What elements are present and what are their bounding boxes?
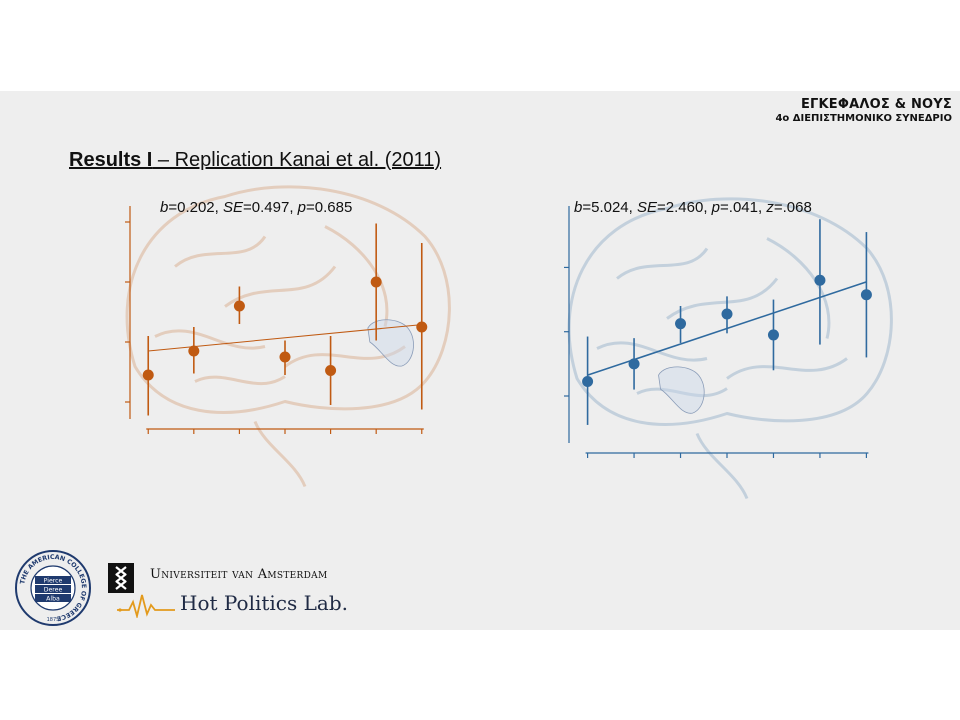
amygdala-stat-se: 2.460 — [665, 199, 704, 216]
slide-title-bold: Results I — [69, 149, 153, 171]
data-point — [233, 300, 245, 312]
amygdala-stat-z: .068 — [782, 199, 812, 216]
uva-crest-icon — [108, 563, 134, 593]
acc-stats: b=0.202, SE=0.497, p=0.685 — [160, 199, 353, 216]
conference-header: ΕΓΚΕΦΑΛΟΣ & ΝΟΥΣ 4ο ΔΙΕΠΙΣΤΗΜΟΝΙΚΟ ΣΥΝΕΔ… — [775, 97, 952, 124]
uva-name: Universiteit van Amsterdam — [150, 567, 328, 582]
amygdala-stat-p: .041 — [728, 199, 758, 216]
data-point — [325, 365, 337, 376]
data-point — [860, 289, 872, 301]
slide-title-rest: – Replication Kanai et al. (2011) — [152, 149, 442, 171]
amygdala-stat-b: 5.024 — [591, 199, 629, 216]
acc-stat-b: 0.202 — [177, 199, 215, 216]
data-point — [416, 321, 428, 333]
acg-seal-logo: THE AMERICAN COLLEGE OF GREECE Pierce De… — [15, 550, 91, 626]
acg-line-1: Pierce — [44, 578, 63, 585]
slide-background: ΕΓΚΕΦΑΛΟΣ & ΝΟΥΣ 4ο ΔΙΕΠΙΣΤΗΜΟΝΙΚΟ ΣΥΝΕΔ… — [0, 91, 960, 630]
slide-title: Results I – Replication Kanai et al. (20… — [69, 149, 441, 172]
data-point — [721, 308, 733, 320]
data-point — [675, 318, 687, 330]
amygdala-chart-svg — [564, 197, 893, 500]
conference-subtitle: 4ο ΔΙΕΠΙΣΤΗΜΟΝΙΚΟ ΣΥΝΕΔΡΙΟ — [775, 113, 952, 124]
pulse-wave-icon — [117, 594, 175, 618]
data-point — [142, 369, 154, 381]
logo-strip: THE AMERICAN COLLEGE OF GREECE Pierce De… — [0, 546, 420, 630]
acc-stat-se: 0.497 — [251, 199, 290, 216]
data-point — [628, 358, 640, 370]
acg-year: 1875 — [47, 617, 60, 623]
data-point — [814, 274, 826, 286]
data-point — [370, 276, 382, 288]
data-point — [279, 351, 291, 363]
amygdala-chart: b=5.024, SE=2.460, p=.041, z=.068 — [500, 191, 900, 521]
data-point — [582, 376, 594, 388]
brain-region-highlight — [658, 366, 705, 414]
amygdala-stats: b=5.024, SE=2.460, p=.041, z=.068 — [574, 199, 812, 216]
data-point — [188, 345, 200, 357]
acg-line-2: Deree — [44, 587, 63, 594]
data-point — [767, 329, 779, 341]
brain-region-highlight — [367, 319, 414, 367]
hot-politics-lab-name: Hot Politics Lab. — [180, 591, 348, 615]
acc-stat-p: 0.685 — [314, 199, 353, 216]
acc-chart: b=0.202, SE=0.497, p=0.685 — [60, 185, 460, 521]
acc-chart-svg — [125, 185, 451, 488]
conference-name: ΕΓΚΕΦΑΛΟΣ & ΝΟΥΣ — [800, 97, 952, 112]
acg-line-3: Alba — [46, 596, 60, 603]
